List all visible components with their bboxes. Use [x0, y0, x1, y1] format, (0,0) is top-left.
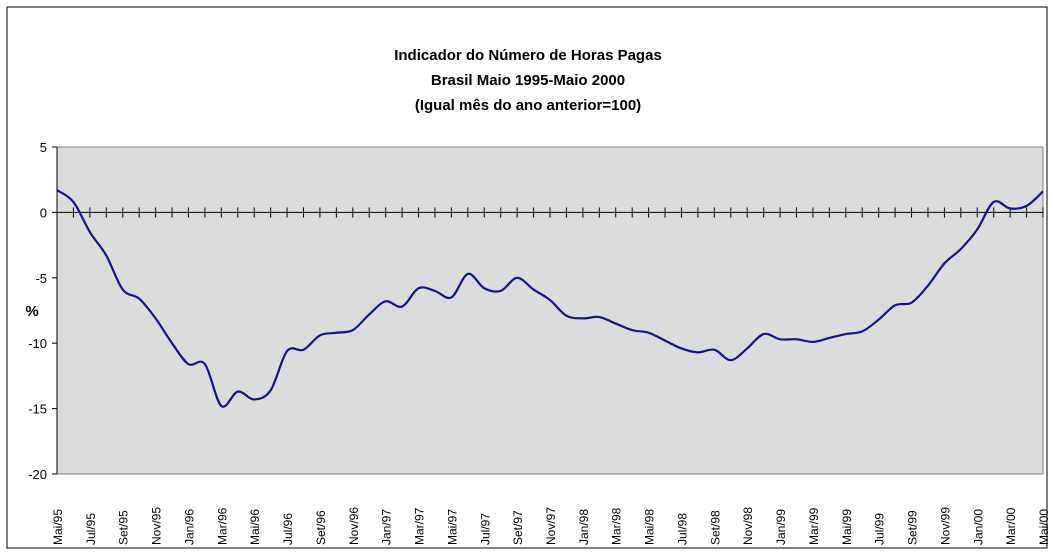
- x-tick-label: Mar/98: [610, 507, 624, 545]
- x-tick-label: Nov/95: [150, 507, 164, 545]
- chart-title: Indicador do Número de Horas Pagas: [394, 47, 662, 64]
- y-tick-label: -15: [28, 402, 47, 417]
- x-tick-label: Mai/96: [248, 509, 262, 545]
- y-tick-label: -5: [35, 271, 47, 286]
- x-tick-label: Set/97: [511, 510, 525, 545]
- x-tick-label: Nov/97: [544, 507, 558, 545]
- x-tick-label: Nov/98: [741, 507, 755, 545]
- x-tick-label: Jan/97: [380, 509, 394, 545]
- x-tick-label: Set/95: [117, 510, 131, 545]
- x-tick-label: Mai/98: [643, 509, 657, 545]
- x-tick-label: Nov/99: [938, 507, 952, 545]
- chart-subtitle: Brasil Maio 1995-Maio 2000: [431, 72, 625, 89]
- x-tick-label: Jul/99: [873, 513, 887, 545]
- chart-subtitle: (Igual mês do ano anterior=100): [415, 97, 641, 114]
- x-tick-label: Jul/98: [675, 513, 689, 545]
- y-tick-label: 5: [40, 140, 47, 155]
- x-tick-label: Jan/98: [577, 509, 591, 545]
- x-tick-label: Set/96: [314, 510, 328, 545]
- x-tick-label: Nov/96: [347, 507, 361, 545]
- y-tick-label: 0: [40, 205, 47, 220]
- x-tick-label: Mai/99: [840, 509, 854, 545]
- x-tick-label: Jul/95: [84, 513, 98, 545]
- x-tick-label: Jul/97: [478, 513, 492, 545]
- x-tick-label: Mai/95: [51, 509, 65, 545]
- x-tick-label: Jul/96: [281, 513, 295, 545]
- y-tick-label: -20: [28, 467, 47, 482]
- x-tick-label: Mar/99: [807, 507, 821, 545]
- data-line: [56, 189, 1044, 408]
- x-tick-label: Jan/00: [971, 509, 985, 545]
- x-tick-label: Mar/97: [413, 507, 427, 545]
- x-tick-label: Set/99: [906, 510, 920, 545]
- x-tick-label: Mar/00: [1004, 507, 1018, 545]
- y-axis-label: %: [25, 303, 38, 320]
- x-tick-label: Jan/99: [774, 509, 788, 545]
- y-tick-label: -10: [28, 336, 47, 351]
- x-tick-label: Set/98: [708, 510, 722, 545]
- x-tick-label: Mar/96: [215, 507, 229, 545]
- x-tick-label: Mai/97: [445, 509, 459, 545]
- x-tick-label: Jan/96: [182, 509, 196, 545]
- plot-area: [56, 146, 1044, 475]
- x-tick-label: Mai/00: [1037, 509, 1051, 545]
